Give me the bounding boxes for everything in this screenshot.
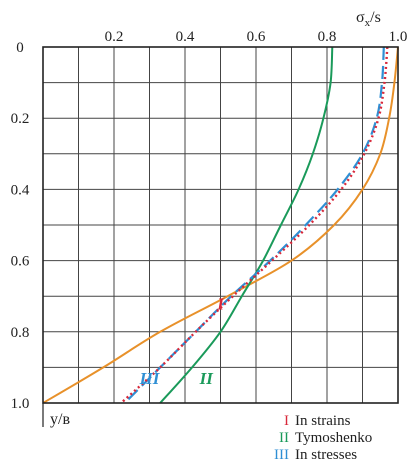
y-tick-label: 0.8 <box>11 325 30 341</box>
y-tick-label: 0.2 <box>11 111 30 127</box>
legend-label: Tymoshenko <box>295 430 372 446</box>
y-axis-label: y/в <box>50 411 70 428</box>
x-tick-label: 0.4 <box>176 29 195 45</box>
x-tick-label: 0.8 <box>318 29 337 45</box>
y-tick-label: 0.4 <box>11 182 30 198</box>
legend-label: In stresses <box>295 447 357 463</box>
curve-label: II <box>199 369 215 388</box>
legend-label: In strains <box>295 413 351 429</box>
x-axis-label: σx/s <box>356 9 381 29</box>
y-tick-labels: 0 0.2 0.4 0.6 0.8 1.0 <box>11 40 30 412</box>
y-tick-label: 0 <box>16 40 24 56</box>
curve-ii <box>159 46 334 404</box>
grid <box>42 47 398 427</box>
y-tick-label: 1.0 <box>11 396 30 412</box>
curve-label: III <box>139 369 161 388</box>
plot-frame <box>42 46 399 404</box>
x-tick-label: 0.6 <box>247 29 266 45</box>
y-tick-label: 0.6 <box>11 254 30 270</box>
x-tick-label: 1.0 <box>389 29 408 45</box>
x-tick-label: 0.2 <box>105 29 124 45</box>
legend-mark: III <box>274 447 289 463</box>
curve-label: I <box>216 294 225 313</box>
curves <box>42 46 399 404</box>
legend-mark: II <box>279 430 289 446</box>
legend: I In strains II Tymoshenko III In stresses <box>274 413 372 463</box>
curve-series-4 <box>120 46 389 404</box>
x-tick-labels: 0.2 0.4 0.6 0.8 1.0 <box>105 29 408 45</box>
curve-i <box>42 46 399 404</box>
legend-mark: I <box>284 413 289 429</box>
